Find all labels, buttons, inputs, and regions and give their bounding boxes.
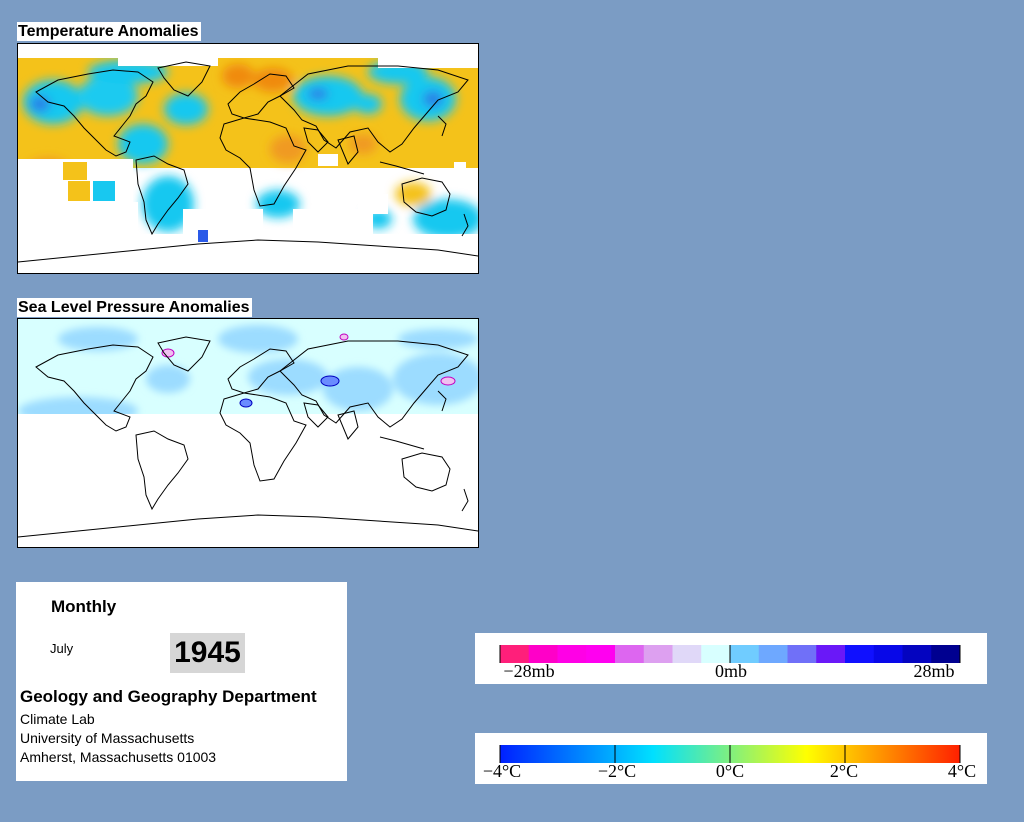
pressure-color-block — [643, 645, 673, 663]
pressure-color-block — [701, 645, 731, 663]
pressure-color-block — [672, 645, 702, 663]
pressure-color-block — [873, 645, 903, 663]
pressure-color-block — [845, 645, 875, 663]
pressure-color-block — [816, 645, 846, 663]
temperature-colorbar — [499, 745, 961, 763]
pressure-color-block — [730, 645, 760, 663]
temperature-map-title: Temperature Anomalies — [17, 22, 201, 41]
pressure-color-block — [586, 645, 616, 663]
pressure-color-block — [500, 645, 530, 663]
lab-label: Climate Lab — [20, 711, 95, 727]
year-label: 1945 — [170, 633, 245, 673]
temperature-legend-pos2: 2°C — [829, 761, 859, 781]
pressure-colorbar — [499, 645, 961, 663]
temperature-color-legend: −4°C −2°C 0°C 2°C 4°C — [475, 733, 987, 784]
pressure-legend-max: 28mb — [913, 661, 955, 681]
pressure-color-block — [787, 645, 817, 663]
pressure-legend-min: −28mb — [503, 661, 555, 681]
temperature-anomaly-map — [17, 43, 479, 274]
pressure-map-title: Sea Level Pressure Anomalies — [17, 298, 252, 317]
frequency-label: Monthly — [51, 597, 117, 616]
info-panel: Monthly July 1945 Geology and Geography … — [16, 582, 347, 781]
pressure-color-block — [615, 645, 645, 663]
pressure-color-block — [902, 645, 932, 663]
university-label: University of Massachusetts — [20, 730, 195, 746]
pressure-color-block — [758, 645, 788, 663]
month-label: July — [50, 641, 74, 656]
department-label: Geology and Geography Department — [20, 687, 317, 706]
pressure-color-block — [528, 645, 558, 663]
pressure-legend-mid: 0mb — [714, 661, 748, 681]
temperature-legend-pos4: 4°C — [947, 761, 977, 781]
pressure-anomaly-map — [17, 318, 479, 548]
pressure-color-legend: −28mb 0mb 28mb — [475, 633, 987, 684]
temperature-legend-neg4: −4°C — [482, 761, 522, 781]
address-label: Amherst, Massachusetts 01003 — [20, 749, 217, 765]
temperature-legend-zero: 0°C — [715, 761, 745, 781]
pressure-color-block — [557, 645, 587, 663]
temperature-legend-neg2: −2°C — [597, 761, 637, 781]
pressure-color-block — [931, 645, 961, 663]
